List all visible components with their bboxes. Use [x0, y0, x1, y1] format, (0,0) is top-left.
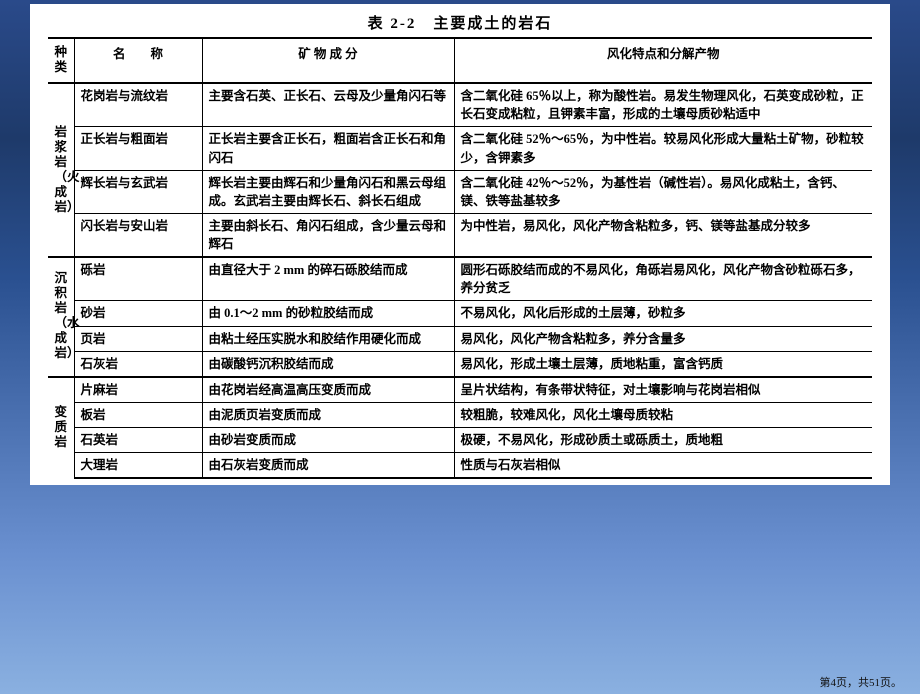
name-cell: 板岩 [74, 402, 202, 427]
composition-cell: 辉长岩主要由辉石和少量角闪石和黑云母组成。玄武岩主要由辉长石、斜长石组成 [202, 170, 454, 213]
table-row: 沉积岩（水成岩）砾岩由直径大于 2 mm 的碎石砾胶结而成圆形石砾胶结而成的不易… [48, 257, 872, 301]
table-row: 闪长岩与安山岩主要由斜长石、角闪石组成，含少量云母和辉石为中性岩，易风化，风化产… [48, 213, 872, 257]
table-row: 砂岩由 0.1～2 mm 的砂粒胶结而成不易风化，风化后形成的土层薄，砂粒多 [48, 301, 872, 326]
weathering-cell: 含二氧化硅 52％～65％，为中性岩。较易风化形成大量粘土矿物，砂粒较少，含钾素… [454, 127, 872, 170]
weathering-cell: 易风化，形成土壤土层薄，质地粘重，富含钙质 [454, 351, 872, 377]
name-cell: 石英岩 [74, 428, 202, 453]
composition-cell: 正长岩主要含正长石，粗面岩含正长石和角闪石 [202, 127, 454, 170]
header-name: 名 称 [74, 38, 202, 83]
category-cell: 沉积岩（水成岩） [48, 257, 74, 377]
page-footer: 第4页，共51页。 [820, 674, 903, 690]
weathering-cell: 性质与石灰岩相似 [454, 453, 872, 479]
composition-cell: 由泥质页岩变质而成 [202, 402, 454, 427]
weathering-cell: 较粗脆，较难风化，风化土壤母质较粘 [454, 402, 872, 427]
composition-cell: 由 0.1～2 mm 的砂粒胶结而成 [202, 301, 454, 326]
name-cell: 正长岩与粗面岩 [74, 127, 202, 170]
table-row: 正长岩与粗面岩正长岩主要含正长石，粗面岩含正长石和角闪石含二氧化硅 52％～65… [48, 127, 872, 170]
weathering-cell: 含二氧化硅 65％以上，称为酸性岩。易发生物理风化，石英变成砂粒，正长石变成粘粒… [454, 83, 872, 127]
composition-cell: 由石灰岩变质而成 [202, 453, 454, 479]
document-page: 表 2-2 主要成土的岩石 种类 名 称 矿 物 成 分 风化特点和分解产物 岩… [30, 4, 890, 485]
table-row: 岩浆岩（火成岩）花岗岩与流纹岩主要含石英、正长石、云母及少量角闪石等含二氧化硅 … [48, 83, 872, 127]
name-cell: 砂岩 [74, 301, 202, 326]
table-row: 页岩由粘土经压实脱水和胶结作用硬化而成易风化，风化产物含粘粒多，养分含量多 [48, 326, 872, 351]
name-cell: 大理岩 [74, 453, 202, 479]
header-weathering: 风化特点和分解产物 [454, 38, 872, 83]
composition-cell: 由花岗岩经高温高压变质而成 [202, 377, 454, 403]
name-cell: 花岗岩与流纹岩 [74, 83, 202, 127]
table-row: 变质岩片麻岩由花岗岩经高温高压变质而成呈片状结构，有条带状特征，对土壤影响与花岗… [48, 377, 872, 403]
weathering-cell: 不易风化，风化后形成的土层薄，砂粒多 [454, 301, 872, 326]
name-cell: 辉长岩与玄武岩 [74, 170, 202, 213]
weathering-cell: 易风化，风化产物含粘粒多，养分含量多 [454, 326, 872, 351]
composition-cell: 由碳酸钙沉积胶结而成 [202, 351, 454, 377]
header-row: 种类 名 称 矿 物 成 分 风化特点和分解产物 [48, 38, 872, 83]
composition-cell: 由粘土经压实脱水和胶结作用硬化而成 [202, 326, 454, 351]
category-cell: 变质岩 [48, 377, 74, 479]
weathering-cell: 为中性岩，易风化，风化产物含粘粒多，钙、镁等盐基成分较多 [454, 213, 872, 257]
rock-table: 种类 名 称 矿 物 成 分 风化特点和分解产物 岩浆岩（火成岩）花岗岩与流纹岩… [48, 37, 872, 479]
table-title: 表 2-2 主要成土的岩石 [48, 12, 872, 33]
weathering-cell: 极硬，不易风化，形成砂质土或砾质土，质地粗 [454, 428, 872, 453]
name-cell: 石灰岩 [74, 351, 202, 377]
weathering-cell: 含二氧化硅 42％～52％，为基性岩（碱性岩）。易风化成粘土，含钙、镁、铁等盐基… [454, 170, 872, 213]
weathering-cell: 呈片状结构，有条带状特征，对土壤影响与花岗岩相似 [454, 377, 872, 403]
header-category: 种类 [48, 38, 74, 83]
category-cell: 岩浆岩（火成岩） [48, 83, 74, 257]
name-cell: 页岩 [74, 326, 202, 351]
table-row: 板岩由泥质页岩变质而成较粗脆，较难风化，风化土壤母质较粘 [48, 402, 872, 427]
name-cell: 闪长岩与安山岩 [74, 213, 202, 257]
table-row: 辉长岩与玄武岩辉长岩主要由辉石和少量角闪石和黑云母组成。玄武岩主要由辉长石、斜长… [48, 170, 872, 213]
composition-cell: 由直径大于 2 mm 的碎石砾胶结而成 [202, 257, 454, 301]
table-row: 石英岩由砂岩变质而成极硬，不易风化，形成砂质土或砾质土，质地粗 [48, 428, 872, 453]
composition-cell: 主要由斜长石、角闪石组成，含少量云母和辉石 [202, 213, 454, 257]
name-cell: 砾岩 [74, 257, 202, 301]
composition-cell: 主要含石英、正长石、云母及少量角闪石等 [202, 83, 454, 127]
table-row: 石灰岩由碳酸钙沉积胶结而成易风化，形成土壤土层薄，质地粘重，富含钙质 [48, 351, 872, 377]
name-cell: 片麻岩 [74, 377, 202, 403]
weathering-cell: 圆形石砾胶结而成的不易风化，角砾岩易风化，风化产物含砂粒砾石多，养分贫乏 [454, 257, 872, 301]
table-row: 大理岩由石灰岩变质而成性质与石灰岩相似 [48, 453, 872, 479]
composition-cell: 由砂岩变质而成 [202, 428, 454, 453]
header-composition: 矿 物 成 分 [202, 38, 454, 83]
